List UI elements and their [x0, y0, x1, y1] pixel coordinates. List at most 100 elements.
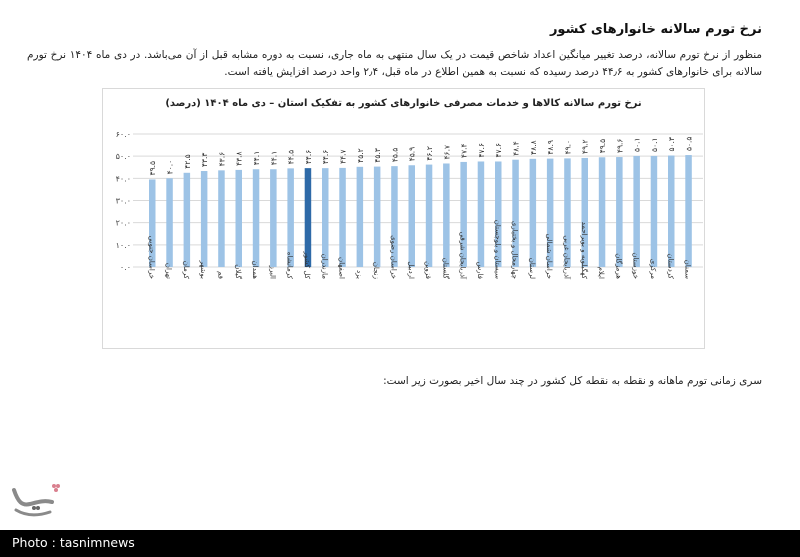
- x-category-label: سمنان: [684, 260, 692, 279]
- x-category-label: کردستان: [666, 253, 674, 279]
- bar-value-label: ۳۹.۵: [148, 161, 157, 175]
- x-category-label: قزوین: [424, 261, 432, 279]
- bar: [339, 167, 346, 267]
- bar-value-label: ۴۳.۸: [235, 151, 244, 165]
- chart-title: نرخ تورم سالانه کالاها و خدمات مصرفی خان…: [165, 98, 642, 109]
- bar-value-label: ۴۴.۵: [287, 150, 296, 164]
- bar: [218, 170, 225, 267]
- bar: [200, 171, 208, 267]
- bar: [443, 163, 450, 267]
- x-category-label: فارس: [476, 262, 484, 279]
- x-category-label: خراسان شمالی: [545, 233, 553, 279]
- x-category-label: خراسان جنوبی: [147, 236, 155, 279]
- bar: [149, 179, 156, 267]
- bar-chart: ۰.۰ ۱۰.۰ ۲۰.۰ ۳۰.۰ ۴۰.۰ ۵۰.۰ ۶۰.۰ ۳۹.۵ خراسان جن…: [116, 130, 703, 280]
- x-category-label: گیلان: [234, 264, 243, 279]
- y-tick-label: ۱۰.۰: [116, 241, 131, 250]
- x-category-label: همدان: [251, 261, 259, 280]
- chart-container: نرخ تورم سالانه کالاها و خدمات مصرفی خان…: [102, 88, 705, 349]
- bar-value-label: ۴۵.۵: [390, 148, 399, 162]
- bar: [252, 169, 260, 267]
- bar-value-label: ۴۷.۴: [460, 143, 469, 157]
- y-tick-label: ۶۰.۰: [116, 130, 131, 139]
- x-category-label: یزد: [355, 270, 363, 279]
- x-category-label: کرمانشاه: [286, 252, 294, 280]
- bar-value-label: ۴۴.۱: [252, 151, 261, 165]
- x-category-label: البرز: [268, 265, 276, 279]
- bar-value-label: ۴۴.۱: [269, 151, 278, 165]
- bar: [512, 159, 519, 267]
- bar-value-label: ۴۰.۰: [166, 160, 175, 174]
- bar-value-label: ۴۵.۲: [356, 148, 365, 162]
- x-category-label: آذربایجان غربی: [562, 235, 571, 280]
- bar: [183, 172, 191, 267]
- y-tick-label: ۴۰.۰: [116, 174, 131, 183]
- article-heading: نرخ تورم سالانه خانوارهای کشور: [549, 22, 762, 37]
- x-category-label: اردبیل: [407, 261, 415, 279]
- bar: [633, 155, 640, 267]
- x-category-label: خوزستان: [632, 252, 640, 279]
- bar-value-label: ۴۳.۶: [217, 152, 226, 166]
- bar: [460, 161, 467, 267]
- x-category-label: مرکزی: [649, 259, 657, 280]
- bar-value-label: ۴۳.۳: [200, 153, 209, 167]
- y-tick-label: ۲۰.۰: [116, 219, 131, 228]
- x-category-label: مازندران: [320, 254, 328, 280]
- bar-value-label: ۴۹.۰: [563, 140, 572, 154]
- bar: [408, 165, 415, 267]
- bar-value-label: ۴۸.۸: [529, 140, 538, 154]
- bar-value-label: ۴۷.۶: [477, 143, 486, 157]
- x-category-label: کرمان: [182, 261, 190, 280]
- x-category-label: خراسان رضوی: [389, 235, 397, 279]
- bar: [529, 158, 537, 267]
- x-category-label: گلستان: [441, 258, 450, 280]
- timeseries-intro-text: سری زمانی تورم ماهانه و نقطه به نقطه کل …: [383, 375, 762, 387]
- bar: [425, 164, 433, 267]
- bar: [650, 155, 658, 267]
- bar: [477, 161, 485, 267]
- bar-value-label: ۴۴.۷: [339, 149, 348, 163]
- x-category-label: کهگیلویه و بویراحمد: [580, 222, 589, 280]
- bar-value-label: ۴۵.۳: [373, 148, 382, 162]
- bar-value-label: ۴۶.۲: [425, 146, 434, 160]
- x-category-label: کل کشور: [303, 251, 311, 280]
- y-tick-label: ۵۰.۰: [116, 152, 131, 161]
- x-category-label: سیستان و بلوچستان: [493, 220, 501, 279]
- bar: [581, 157, 588, 267]
- bar: [391, 166, 398, 267]
- bar-value-label: ۴۹.۲: [581, 139, 590, 153]
- bar-value-label: ۴۷.۶: [494, 143, 503, 157]
- x-category-label: بوشهر: [199, 259, 207, 279]
- bar: [287, 168, 294, 267]
- bar-value-label: ۴۸.۹: [546, 140, 555, 154]
- y-tick-label: ۳۰.۰: [116, 197, 131, 206]
- x-category-label: قم: [216, 271, 224, 279]
- bar: [373, 166, 381, 267]
- x-category-label: تهران: [165, 263, 173, 279]
- bar-value-label: ۴۲.۵: [183, 154, 192, 168]
- x-category-label: لرستان: [528, 258, 536, 279]
- tasnim-logo-icon: [12, 484, 60, 517]
- bar-value-label: ۴۶.۷: [442, 145, 451, 159]
- x-category-label: چهارمحال و بختیاری: [511, 221, 519, 279]
- x-category-label: اصفهان: [338, 257, 346, 279]
- bar: [685, 155, 692, 267]
- bar-value-label: ۴۸.۴: [512, 141, 521, 155]
- bar-value-label: ۵۰.۱: [650, 137, 659, 151]
- x-category-label: آذربایجان شرقی: [459, 232, 468, 280]
- bar: [616, 157, 623, 267]
- bar: [235, 169, 242, 267]
- photo-credit-bar: Photo : tasnimnews: [0, 530, 800, 557]
- bar: [322, 168, 329, 267]
- bar-value-label: ۵۰.۵: [685, 137, 694, 151]
- bar: [270, 169, 277, 267]
- bar-value-label: ۴۴.۶: [321, 150, 330, 164]
- bar-value-label: ۴۹.۵: [598, 139, 607, 153]
- bar-value-label: ۵۰.۱: [633, 137, 642, 151]
- bar: [598, 157, 606, 267]
- bar: [356, 166, 364, 267]
- y-tick-label: ۰.۰: [120, 263, 131, 272]
- bar: [495, 161, 502, 267]
- x-category-label: ایلام: [597, 267, 605, 279]
- bar: [668, 155, 675, 267]
